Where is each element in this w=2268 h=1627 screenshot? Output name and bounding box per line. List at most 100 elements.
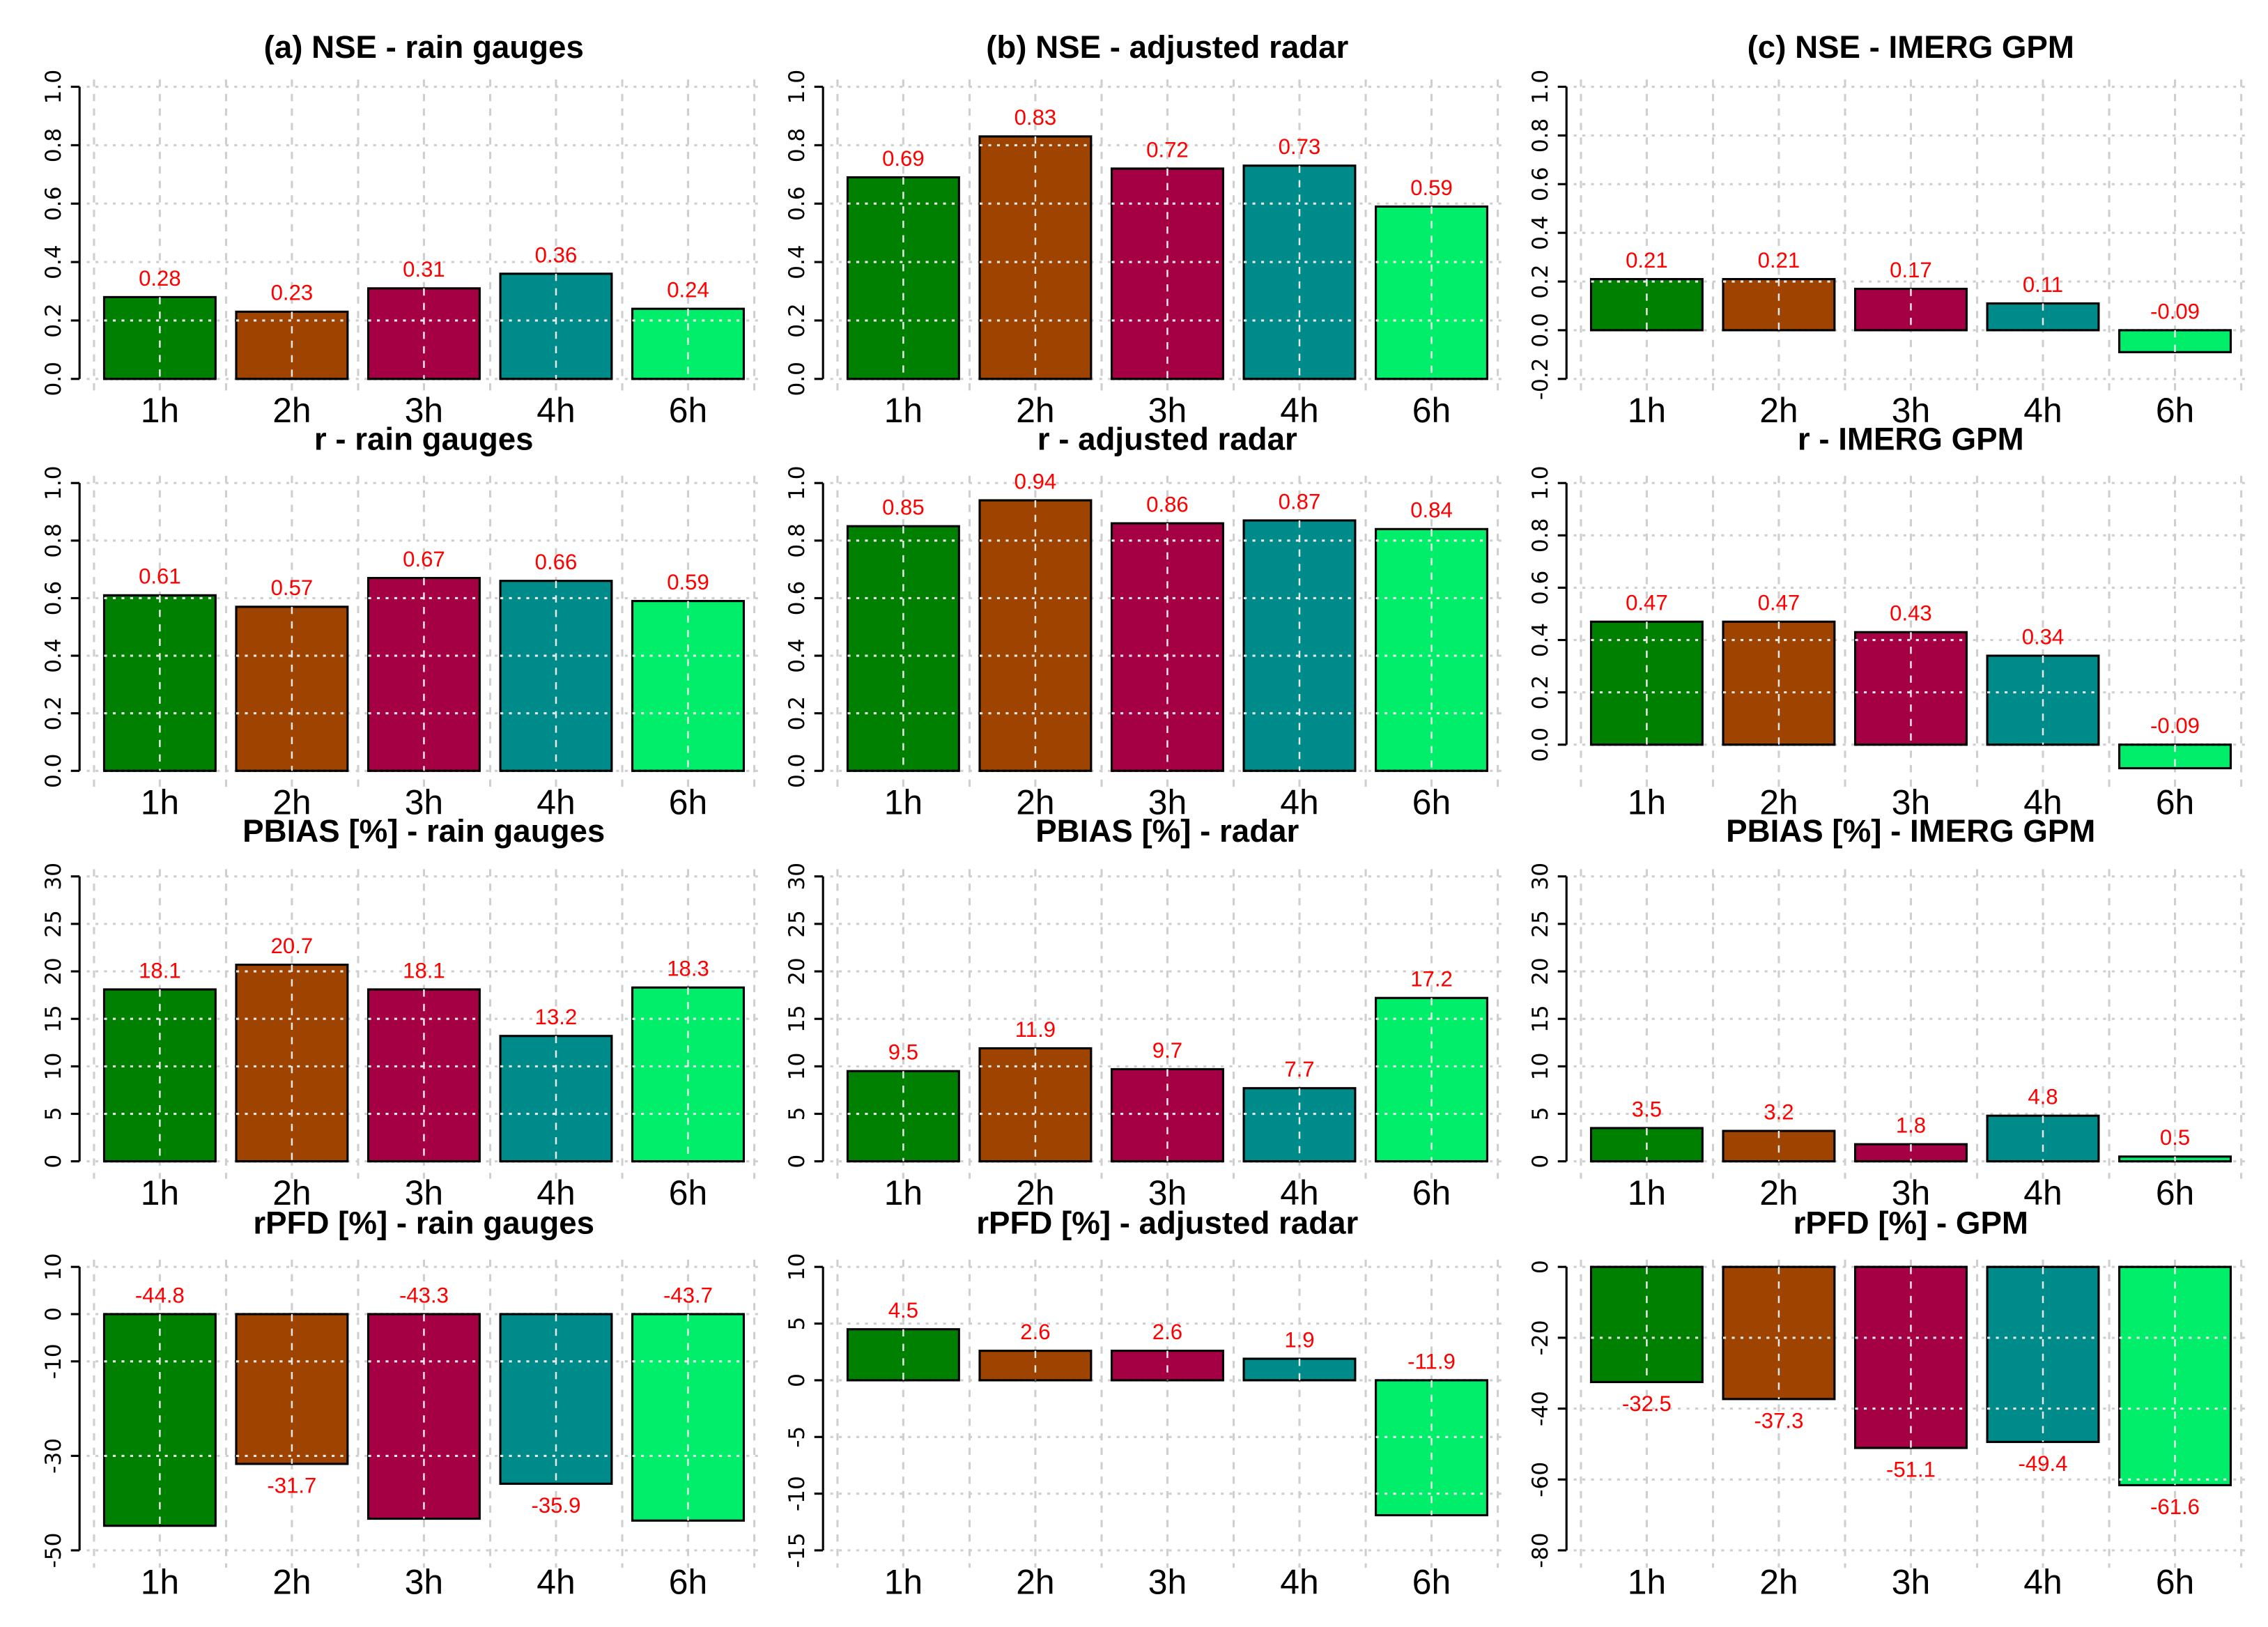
y-tick-label: -30: [41, 1438, 66, 1474]
value-label: 2.6: [1152, 1320, 1182, 1344]
panel-10: -44.8 1h -31.7 2h -43.3 3h -35.9 4h -43.7 6h -50 -3…: [41, 1205, 759, 1601]
y-tick-label: -0.2: [1528, 357, 1553, 400]
y-tick-label: 0.0: [41, 754, 66, 788]
y-tick-label: 0.2: [41, 696, 66, 730]
x-tick-label: 3h: [405, 391, 443, 430]
value-label: -44.8: [135, 1283, 185, 1307]
x-tick-label: 6h: [669, 1173, 707, 1212]
panel-title: rPFD [%] - adjusted radar: [976, 1205, 1358, 1240]
value-label: -0.09: [2150, 714, 2200, 738]
y-tick-label: 0.4: [1528, 215, 1553, 249]
x-tick-label: 4h: [1280, 1173, 1318, 1212]
y-tick-label: 20: [41, 957, 66, 985]
x-tick-label: 4h: [2023, 1562, 2062, 1601]
x-tick-label: 1h: [141, 1562, 179, 1601]
y-tick-label: 0.4: [1528, 623, 1553, 657]
value-label: -35.9: [531, 1493, 580, 1518]
value-label: 7.7: [1284, 1057, 1314, 1081]
value-label: 2.6: [1020, 1320, 1050, 1344]
panel-title: (a) NSE - rain gauges: [264, 29, 584, 65]
panel-8: 9.5 1h 11.9 2h 9.7 3h 7.7 4h 17.2 6h 0 5 10 15 20 25 30 P…: [785, 813, 1503, 1212]
value-label: -51.1: [1886, 1458, 1936, 1482]
y-tick-label: 0: [41, 1307, 66, 1321]
y-tick-label: 5: [785, 1107, 810, 1121]
value-label: 0.61: [139, 564, 181, 589]
x-tick-label: 2h: [272, 391, 311, 430]
x-tick-label: 6h: [2156, 1562, 2194, 1601]
y-tick-label: 0.4: [41, 245, 66, 279]
value-label: 0.43: [1890, 601, 1932, 626]
y-tick-label: 30: [1528, 863, 1553, 890]
y-tick-label: 0: [785, 1373, 810, 1387]
x-tick-label: 1h: [141, 391, 179, 430]
value-label: 0.21: [1758, 248, 1800, 272]
x-tick-label: 6h: [669, 1562, 707, 1601]
x-tick-label: 1h: [1628, 1173, 1666, 1212]
x-tick-label: 1h: [1628, 1562, 1666, 1601]
value-label: 0.69: [882, 146, 925, 171]
x-tick-label: 4h: [1280, 783, 1318, 822]
x-tick-label: 6h: [1412, 391, 1451, 430]
value-label: 0.47: [1626, 591, 1668, 615]
y-tick-label: 0.6: [1528, 571, 1553, 605]
x-tick-label: 2h: [272, 1173, 311, 1212]
value-label: -61.6: [2150, 1495, 2200, 1519]
y-tick-label: 0.0: [785, 362, 810, 396]
x-tick-label: 2h: [272, 783, 311, 822]
y-tick-label: 1.0: [41, 70, 66, 104]
x-tick-label: 6h: [2156, 783, 2194, 822]
x-tick-label: 6h: [2156, 391, 2194, 430]
y-tick-label: 0.8: [785, 523, 810, 557]
value-label: 0.23: [271, 281, 314, 305]
y-tick-label: -40: [1528, 1391, 1553, 1426]
x-tick-label: 2h: [1759, 783, 1798, 822]
value-label: 0.87: [1279, 489, 1321, 514]
y-tick-label: 10: [785, 1053, 810, 1081]
y-tick-label: 0.8: [785, 128, 810, 162]
panel-title: PBIAS [%] - IMERG GPM: [1726, 813, 2095, 849]
panel-6: 0.47 1h 0.47 2h 0.43 3h 0.34 4h -0.09 6h 0.0 0.2 0.4…: [1528, 422, 2246, 822]
value-label: 0.17: [1890, 258, 1932, 282]
y-tick-label: 5: [1528, 1107, 1553, 1121]
x-tick-label: 2h: [1016, 1173, 1054, 1212]
x-tick-label: 1h: [141, 783, 179, 822]
y-tick-label: 15: [785, 1005, 810, 1033]
x-tick-label: 2h: [1016, 783, 1054, 822]
bar-6h: [631, 600, 745, 772]
value-label: 1.9: [1284, 1327, 1314, 1352]
y-tick-label: 5: [41, 1107, 66, 1121]
bar-3h: [1110, 522, 1224, 772]
y-tick-label: 1.0: [1528, 465, 1553, 500]
value-label: 18.1: [139, 958, 181, 982]
x-tick-label: 3h: [405, 1173, 443, 1212]
value-label: 9.7: [1152, 1038, 1182, 1063]
x-tick-label: 3h: [405, 783, 443, 822]
y-tick-label: 0.8: [41, 523, 66, 557]
value-label: 0.5: [2160, 1125, 2190, 1150]
y-tick-label: 0.8: [1528, 518, 1553, 553]
value-label: -49.4: [2019, 1451, 2068, 1476]
x-tick-label: 1h: [1628, 391, 1666, 430]
y-tick-label: 0.8: [41, 128, 66, 162]
panel-title: rPFD [%] - rain gauges: [253, 1205, 594, 1240]
x-tick-label: 3h: [1148, 1562, 1187, 1601]
value-label: -11.9: [1407, 1349, 1456, 1373]
y-tick-label: 30: [785, 863, 810, 890]
y-tick-label: 20: [785, 957, 810, 985]
y-tick-label: 10: [41, 1253, 66, 1281]
bar-2h: [235, 1313, 349, 1465]
y-tick-label: 0: [1528, 1155, 1553, 1169]
bar-1h: [846, 1328, 960, 1382]
value-label: 0.83: [1015, 105, 1057, 130]
x-tick-label: 4h: [537, 1562, 575, 1601]
panel-7: 18.1 1h 20.7 2h 18.1 3h 13.2 4h 18.3 6h 0 5 10 15 20 25…: [41, 813, 759, 1212]
value-label: -31.7: [267, 1473, 316, 1497]
y-tick-label: 15: [1528, 1005, 1553, 1033]
x-tick-label: 3h: [405, 1562, 443, 1601]
panel-title: (c) NSE - IMERG GPM: [1748, 29, 2074, 65]
value-label: 0.85: [882, 495, 925, 520]
value-label: 0.84: [1410, 498, 1453, 523]
value-label: 0.94: [1015, 469, 1057, 493]
x-tick-label: 4h: [537, 783, 575, 822]
y-tick-label: -5: [785, 1426, 810, 1448]
